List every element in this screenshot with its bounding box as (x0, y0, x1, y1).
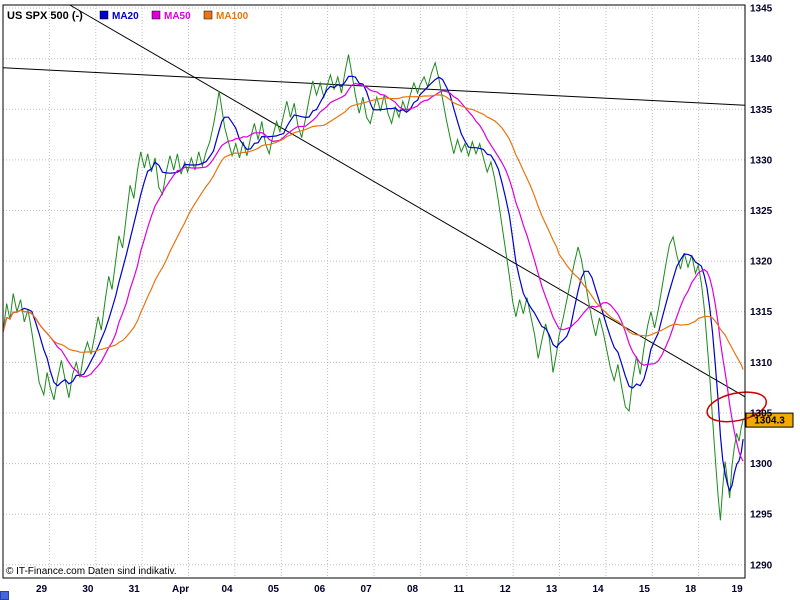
x-axis-label: 31 (129, 584, 141, 595)
plot-border (2, 4, 746, 579)
annotation-ellipse (706, 391, 768, 423)
ma50-legend-label[interactable]: MA50 (164, 11, 191, 22)
x-axis-label: 06 (314, 584, 326, 595)
x-axis-label: 08 (407, 584, 419, 595)
y-axis-tick: 1315 (750, 307, 773, 318)
y-axis-tick: 1340 (750, 54, 773, 65)
x-axis-label: 18 (685, 584, 697, 595)
y-axis-tick: 1335 (750, 105, 773, 116)
x-axis-label: 05 (268, 584, 280, 595)
x-axis-label: 19 (732, 584, 744, 595)
x-axis-label: 14 (592, 584, 604, 595)
y-axis-tick: 1325 (750, 206, 773, 217)
trendline-shallow-downtrend[interactable] (2, 67, 746, 106)
instrument-title: US SPX 500 (-) (7, 10, 83, 22)
annotations-layer: 1304.3 (706, 391, 794, 428)
y-axis-tick: 1300 (750, 459, 773, 470)
y-axis-tick: 1320 (750, 257, 773, 268)
ma20-legend-label[interactable]: MA20 (112, 11, 139, 22)
copyright-text: © IT-Finance.com Daten sind indikativ. (6, 566, 177, 577)
ma100-legend-swatch[interactable] (203, 10, 213, 20)
x-axis-label: Apr (172, 584, 189, 595)
y-axis-tick: 1290 (750, 560, 773, 571)
x-axis-label: 07 (361, 584, 373, 595)
ma100-line (2, 94, 744, 370)
y-axis-tick: 1310 (750, 358, 773, 369)
x-axis-label: 11 (454, 584, 465, 595)
ma100-legend-label[interactable]: MA100 (216, 11, 249, 22)
y-axis-tick: 1330 (750, 155, 773, 166)
last-price-tag (745, 412, 794, 428)
x-axis-label: 29 (36, 584, 48, 595)
y-axis-tick: 1305 (750, 409, 773, 420)
y-axis-tick: 1345 (750, 4, 773, 15)
axes-layer: 1345134013351330132513201315131013051300… (36, 4, 773, 596)
ma50-line (2, 82, 744, 462)
y-axis-tick: 1295 (750, 510, 773, 521)
scrollbar-corner[interactable] (0, 591, 9, 600)
series-layer (2, 4, 746, 521)
price-line (2, 54, 744, 521)
x-axis-label: 15 (639, 584, 651, 595)
chart-legend: US SPX 500 (-) MA20 MA50 MA100 (7, 10, 249, 22)
x-axis-label: 04 (221, 584, 233, 595)
ma50-legend-swatch[interactable] (151, 10, 161, 20)
x-axis-label: 13 (546, 584, 558, 595)
trendline-steep-downtrend[interactable] (69, 4, 746, 398)
x-axis-label: 12 (500, 584, 512, 595)
ma20-legend-swatch[interactable] (99, 10, 109, 20)
last-price-value: 1304.3 (754, 416, 785, 427)
x-axis-label: 30 (82, 584, 94, 595)
ma20-line (2, 75, 744, 493)
